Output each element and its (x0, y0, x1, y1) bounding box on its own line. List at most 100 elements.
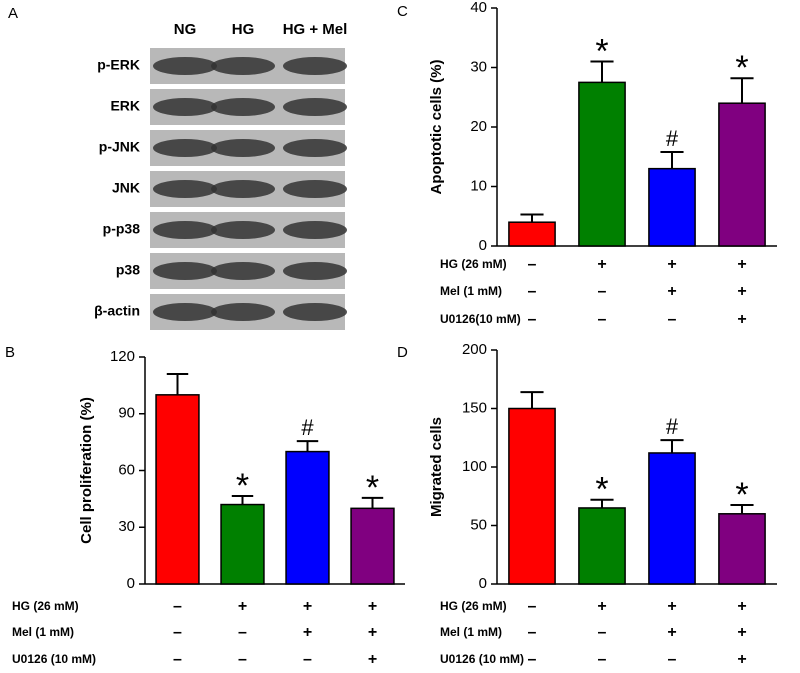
condition-mark: – (528, 624, 537, 641)
bar (220, 503, 265, 585)
condition-mark: + (597, 598, 606, 615)
condition-label: HG (26 mM) (440, 257, 507, 271)
blot-band (283, 303, 347, 321)
condition-mark: – (238, 624, 247, 641)
condition-mark: – (598, 624, 607, 641)
condition-mark: – (528, 283, 537, 300)
blot-band (283, 262, 347, 280)
significance-mark: # (666, 126, 679, 151)
lane-label: HG + Mel (283, 21, 348, 38)
blot-band (153, 262, 217, 280)
lane-label: NG (174, 21, 197, 38)
blot-band (283, 221, 347, 239)
condition-mark: + (667, 256, 676, 273)
bar (578, 81, 626, 247)
blot-band (211, 180, 275, 198)
significance-mark: * (595, 471, 608, 509)
significance-mark: * (236, 467, 249, 505)
blot-band (211, 139, 275, 157)
y-tick-label: 100 (462, 458, 487, 475)
blot-band (283, 139, 347, 157)
condition-label: Mel (1 mM) (12, 625, 74, 639)
condition-mark: + (238, 598, 247, 615)
condition-mark: – (528, 256, 537, 273)
condition-label: HG (26 mM) (12, 599, 79, 613)
condition-mark: + (368, 624, 377, 641)
condition-mark: – (598, 651, 607, 668)
panel-label: C (397, 3, 408, 20)
condition-mark: – (528, 651, 537, 668)
blot-band (153, 180, 217, 198)
condition-mark: + (667, 624, 676, 641)
blot-band (211, 98, 275, 116)
y-tick-label: 50 (470, 516, 487, 533)
significance-mark: * (735, 476, 748, 514)
condition-mark: + (667, 598, 676, 615)
condition-mark: – (598, 283, 607, 300)
y-axis-title: Apoptotic cells (%) (428, 59, 445, 194)
y-tick-label: 60 (118, 461, 135, 478)
significance-mark: * (595, 33, 608, 71)
row-label: ERK (110, 98, 140, 114)
bar (285, 450, 330, 585)
blot-band (153, 221, 217, 239)
bar (648, 167, 696, 247)
significance-mark: * (366, 469, 379, 507)
condition-mark: + (737, 624, 746, 641)
y-tick-label: 30 (118, 518, 135, 535)
condition-mark: + (368, 598, 377, 615)
blot-band (283, 98, 347, 116)
blot-band (211, 262, 275, 280)
y-tick-label: 0 (127, 575, 135, 592)
panel-label: D (397, 344, 408, 361)
y-tick-label: 10 (470, 177, 487, 194)
condition-mark: + (303, 598, 312, 615)
y-tick-label: 0 (479, 575, 487, 592)
bar (508, 407, 556, 585)
bar (155, 394, 200, 585)
condition-mark: – (173, 651, 182, 668)
condition-label: U0126 (10 mM) (440, 652, 524, 666)
y-tick-label: 90 (118, 405, 135, 422)
condition-mark: + (303, 624, 312, 641)
condition-label: U0126(10 mM) (440, 312, 521, 326)
condition-mark: – (668, 311, 677, 328)
condition-mark: + (737, 311, 746, 328)
panel-label: A (8, 5, 18, 22)
blot-band (211, 221, 275, 239)
y-axis-title: Migrated cells (428, 417, 445, 517)
blot-band (153, 303, 217, 321)
condition-mark: + (737, 256, 746, 273)
condition-label: Mel (1 mM) (440, 284, 502, 298)
blot-band (153, 139, 217, 157)
blot-band (211, 303, 275, 321)
y-tick-label: 120 (110, 348, 135, 365)
y-axis-title: Cell proliferation (%) (78, 397, 95, 544)
condition-label: U0126 (10 mM) (12, 652, 96, 666)
y-tick-label: 200 (462, 341, 487, 358)
blot-band (283, 57, 347, 75)
significance-mark: # (666, 414, 679, 439)
significance-mark: # (301, 415, 314, 440)
condition-label: Mel (1 mM) (440, 625, 502, 639)
condition-mark: – (528, 311, 537, 328)
condition-label: HG (26 mM) (440, 599, 507, 613)
bar (648, 452, 696, 585)
row-label: p-ERK (97, 57, 140, 73)
row-label: p-JNK (99, 139, 140, 155)
condition-mark: + (737, 283, 746, 300)
condition-mark: – (668, 651, 677, 668)
row-label: p-p38 (103, 221, 141, 237)
condition-mark: – (173, 598, 182, 615)
bar (718, 102, 766, 247)
blot-band (283, 180, 347, 198)
bar (578, 507, 626, 585)
lane-label: HG (232, 21, 255, 38)
condition-mark: + (667, 283, 676, 300)
condition-mark: – (303, 651, 312, 668)
condition-mark: – (598, 311, 607, 328)
condition-mark: – (238, 651, 247, 668)
y-tick-label: 40 (470, 0, 487, 16)
condition-mark: + (368, 651, 377, 668)
row-label: β-actin (94, 303, 140, 319)
